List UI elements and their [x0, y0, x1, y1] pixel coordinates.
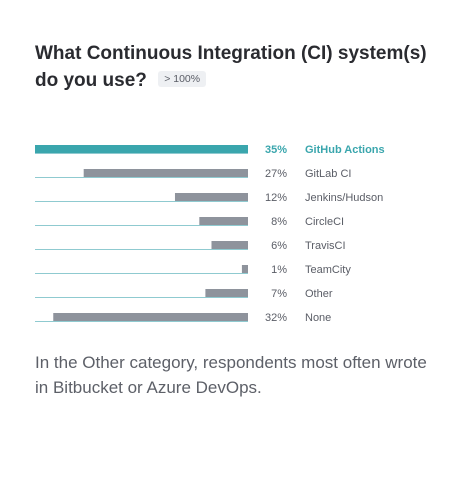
category-label: TeamCity	[305, 264, 351, 276]
value-label: 32%	[265, 312, 287, 324]
value-label: 35%	[265, 144, 287, 156]
category-label: GitHub Actions	[305, 144, 385, 156]
bar	[199, 217, 248, 225]
bar	[211, 241, 248, 249]
value-label: 12%	[265, 192, 287, 204]
bar	[83, 169, 248, 177]
question-title-text: What Continuous Integration (CI) system(…	[35, 43, 427, 91]
category-label: Other	[305, 288, 333, 300]
chart-caption: In the Other category, respondents most …	[35, 353, 427, 397]
category-label: CircleCI	[305, 216, 344, 228]
bar	[174, 193, 248, 201]
category-label: GitLab CI	[305, 168, 351, 180]
bar	[205, 289, 248, 297]
category-label: TravisCI	[305, 240, 346, 252]
value-label: 7%	[271, 288, 287, 300]
multi-select-badge: > 100%	[158, 70, 207, 87]
category-label: Jenkins/Hudson	[305, 192, 383, 204]
bar	[241, 265, 248, 273]
value-label: 6%	[271, 240, 287, 252]
bar	[53, 313, 248, 321]
category-label: None	[305, 312, 331, 324]
value-label: 8%	[271, 216, 287, 228]
bar	[35, 145, 248, 153]
question-title: What Continuous Integration (CI) system(…	[35, 40, 435, 94]
value-label: 1%	[271, 264, 287, 276]
ci-systems-bar-chart: 35% GitHub Actions 27% GitLab CI 12% Jenkins/…	[35, 144, 385, 324]
value-label: 27%	[265, 168, 287, 180]
